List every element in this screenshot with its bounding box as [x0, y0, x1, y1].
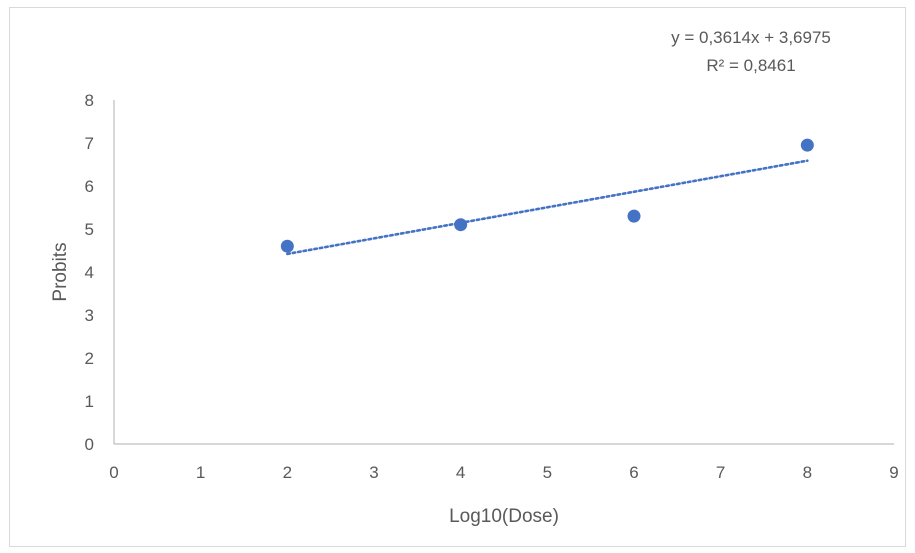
- y-tick-label: 3: [85, 306, 94, 325]
- y-tick-label: 5: [85, 220, 94, 239]
- data-point: [627, 209, 641, 223]
- data-points: [280, 138, 814, 253]
- x-tick-label: 2: [283, 463, 292, 482]
- trendline-r2-label: R² = 0,8461: [706, 56, 795, 75]
- x-tick-label: 4: [456, 463, 465, 482]
- y-tick-label: 6: [85, 177, 94, 196]
- chart-area: [9, 7, 906, 547]
- x-tick-label: 0: [109, 463, 118, 482]
- y-tick-label: 4: [85, 263, 94, 282]
- x-tick-label: 5: [543, 463, 552, 482]
- trendline-equation-label: y = 0,3614x + 3,6975: [671, 28, 831, 47]
- y-axis-title: Probits: [50, 242, 71, 301]
- x-tick-label: 6: [629, 463, 638, 482]
- data-point: [454, 218, 468, 232]
- x-tick-label: 8: [803, 463, 812, 482]
- axes: 0 1 2 3 4 5 6 7 8 9 0 1 2 3 4 5 6 7 8: [85, 91, 899, 482]
- data-point: [280, 239, 294, 253]
- x-tick-label: 3: [369, 463, 378, 482]
- x-axis-title: Log10(Dose): [449, 506, 559, 527]
- y-tick-label: 7: [85, 134, 94, 153]
- y-tick-label: 0: [85, 435, 94, 454]
- data-point: [800, 138, 814, 152]
- x-tick-label: 9: [889, 463, 898, 482]
- trendline: [286, 159, 809, 256]
- y-tick-label: 8: [85, 91, 94, 110]
- trendline-group: [286, 159, 809, 256]
- x-tick-label: 1: [196, 463, 205, 482]
- x-tick-label: 7: [716, 463, 725, 482]
- y-tick-label: 2: [85, 349, 94, 368]
- y-tick-label: 1: [85, 392, 94, 411]
